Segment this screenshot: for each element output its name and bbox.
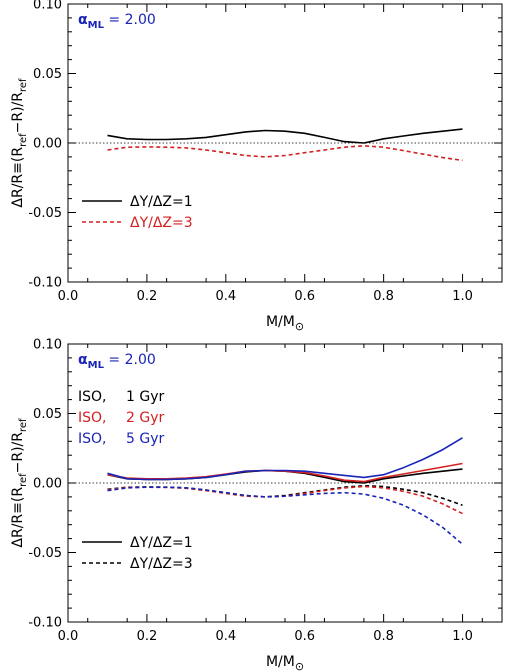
y-tick-label: -0.05 <box>28 206 62 221</box>
chart-panel-2: 0.0 0.2 0.4 0.6 0.8 1.0 0.10 0.05 0.00 -0.05 -0.10… <box>10 338 503 672</box>
y-tick-label: -0.10 <box>28 276 62 291</box>
y-tick-label: 0.05 <box>33 67 62 82</box>
legend-label: ΔY/ΔZ=1 <box>130 535 193 551</box>
iso-label-prefix: ISO, <box>78 389 107 405</box>
alpha-subscript: ML <box>88 360 105 371</box>
x-axis-title-subscript: ⊙ <box>295 660 304 672</box>
alpha-value: = 2.00 <box>104 12 156 28</box>
y-tick-label: -0.05 <box>28 546 62 561</box>
y-tick-label: 0.10 <box>33 0 62 13</box>
series-line-3 <box>107 437 463 481</box>
legend-label: ΔY/ΔZ=1 <box>130 194 193 210</box>
iso-label-age: 2 Gyr <box>126 410 164 426</box>
x-tick-label: 0.4 <box>215 289 236 304</box>
y-axis-title-subscript: ref <box>18 78 29 92</box>
iso-label-age: 1 Gyr <box>126 389 164 405</box>
y-tick-label: -0.10 <box>28 616 62 631</box>
y-axis-title-part: ΔR/R≡(R <box>10 487 26 548</box>
y-tick-label: 0.10 <box>33 338 62 353</box>
y-tick-label: 0.00 <box>33 477 62 492</box>
x-tick-label: 0.2 <box>137 289 158 304</box>
series-line-2 <box>107 145 463 162</box>
x-tick-label: 0.8 <box>373 629 394 644</box>
legend-label: ΔY/ΔZ=3 <box>130 215 193 231</box>
y-axis-title: ΔR/R≡(Rref−R)/Rref <box>10 78 29 208</box>
legend-label: ΔY/ΔZ=3 <box>130 556 193 572</box>
y-axis-title-part: ΔR/R≡(R <box>10 147 26 208</box>
y-tick-label: 0.00 <box>33 137 62 152</box>
x-tick-label: 0.6 <box>294 289 315 304</box>
alpha-ml-annotation: αML = 2.00 <box>78 352 156 371</box>
y-axis-title-part: −R)/R <box>10 92 26 134</box>
alpha-symbol: α <box>78 12 88 28</box>
x-tick-label: 0.0 <box>58 289 79 304</box>
x-axis-title: M/M⊙ <box>266 654 304 672</box>
x-tick-label: 0.8 <box>373 289 394 304</box>
x-tick-label: 1.0 <box>452 629 473 644</box>
alpha-subscript: ML <box>88 20 105 31</box>
y-axis-title-subscript: ref <box>18 133 29 147</box>
iso-label-age: 5 Gyr <box>126 431 164 447</box>
y-axis-title-part: −R)/R <box>10 432 26 474</box>
x-tick-label: 0.4 <box>215 629 236 644</box>
y-axis-title-subscript: ref <box>18 473 29 487</box>
alpha-symbol: α <box>78 352 88 368</box>
chart-panel-1: 0.0 0.2 0.4 0.6 0.8 1.0 0.10 0.05 0.00 -0.05 -0.10… <box>10 0 503 333</box>
x-axis-title-main: M/M <box>266 314 295 330</box>
iso-label-prefix: ISO, <box>78 410 107 426</box>
series-line-6 <box>107 486 464 545</box>
x-tick-label: 1.0 <box>452 289 473 304</box>
x-axis-title-subscript: ⊙ <box>295 320 304 333</box>
y-tick-label: 0.05 <box>33 407 62 422</box>
y-axis-title: ΔR/R≡(Rref−R)/Rref <box>10 418 29 548</box>
x-tick-label: 0.0 <box>58 629 79 644</box>
series-line-1 <box>107 128 463 144</box>
x-tick-label: 0.2 <box>137 629 158 644</box>
x-tick-label: 0.6 <box>294 629 315 644</box>
x-axis-title: M/M⊙ <box>266 314 304 333</box>
alpha-ml-annotation: αML = 2.00 <box>78 12 156 31</box>
alpha-value: = 2.00 <box>104 352 156 368</box>
iso-label-prefix: ISO, <box>78 431 107 447</box>
x-axis-title-main: M/M <box>266 654 295 670</box>
y-axis-title-subscript: ref <box>18 418 29 432</box>
